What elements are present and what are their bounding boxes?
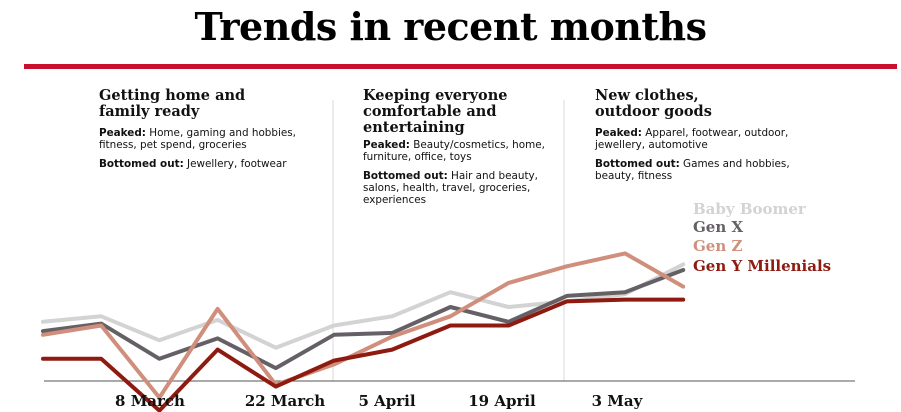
legend-label: Gen Y Millenials	[693, 257, 831, 275]
peaked-line: jewellery, automotive	[595, 139, 708, 151]
bottomed-text: Bottomed out: Games and hobbies, beauty,…	[595, 158, 805, 182]
annotation-heading: Keeping everyone comfortable and enterta…	[363, 88, 573, 136]
annotation-heading: New clothes, outdoor goods	[595, 88, 805, 120]
peaked-text: Peaked: Apparel, footwear, outdoor, jewe…	[595, 127, 805, 151]
series-line-gen-z	[41, 251, 686, 400]
x-tick-label: 22 March	[245, 392, 325, 410]
annotation-heading-line: Getting home and	[99, 87, 246, 104]
peaked-line: furniture, office, toys	[363, 151, 472, 163]
bottomed-label: Bottomed out:	[595, 158, 680, 170]
x-tick-label: 5 April	[358, 392, 415, 410]
bottomed-label: Bottomed out:	[99, 158, 184, 170]
peaked-text: Peaked: Beauty/cosmetics, home, furnitur…	[363, 139, 573, 163]
title-rule	[24, 64, 897, 69]
series-line-gen-x	[41, 268, 686, 371]
annotation-heading: Getting home and family ready	[99, 88, 319, 120]
peaked-line: Beauty/cosmetics, home,	[409, 139, 545, 151]
annotation-heading-line: entertaining	[363, 119, 465, 136]
bottomed-line: Hair and beauty,	[447, 170, 538, 182]
legend-label: Baby Boomer	[693, 200, 807, 218]
bottomed-line: experiences	[363, 194, 427, 206]
bottomed-line: salons, health, travel, groceries,	[363, 182, 531, 194]
annotation-heading-line: New clothes,	[595, 87, 699, 104]
x-axis-ticks: 8 March 22 March 5 April 19 April 3 May	[115, 392, 644, 410]
bottomed-label: Bottomed out:	[363, 170, 448, 182]
x-tick-label: 19 April	[468, 392, 536, 410]
bottomed-text: Bottomed out: Hair and beauty, salons, h…	[363, 170, 573, 206]
annotation-panel-2: Keeping everyone comfortable and enterta…	[363, 88, 573, 207]
x-tick-label: 3 May	[592, 392, 644, 410]
series-layer	[41, 251, 686, 412]
peaked-line: Apparel, footwear, outdoor,	[641, 127, 789, 139]
legend-label: Gen X	[693, 218, 743, 236]
peaked-line: fitness, pet spend, groceries	[99, 139, 247, 151]
annotation-panel-1: Getting home and family ready Peaked: Ho…	[99, 88, 319, 171]
peaked-label: Peaked:	[595, 127, 642, 139]
annotation-heading-line: comfortable and	[363, 103, 497, 120]
peaked-text: Peaked: Home, gaming and hobbies, fitnes…	[99, 127, 319, 151]
annotation-heading-line: Keeping everyone	[363, 87, 508, 104]
legend-label: Gen Z	[693, 237, 742, 255]
bottomed-line: Games and hobbies,	[679, 158, 790, 170]
peaked-line: Home, gaming and hobbies,	[145, 127, 296, 139]
bottomed-line: Jewellery, footwear	[183, 158, 287, 170]
annotation-heading-line: family ready	[99, 103, 200, 120]
peaked-label: Peaked:	[99, 127, 146, 139]
series-line-gen-y-millenials	[41, 297, 686, 412]
peaked-label: Peaked:	[363, 139, 410, 151]
x-tick-label: 8 March	[115, 392, 185, 410]
bottomed-text: Bottomed out: Jewellery, footwear	[99, 158, 319, 170]
annotation-panel-3: New clothes, outdoor goods Peaked: Appar…	[595, 88, 805, 183]
annotation-heading-line: outdoor goods	[595, 103, 712, 120]
chart-title: Trends in recent months	[194, 4, 707, 49]
bottomed-line: beauty, fitness	[595, 170, 673, 182]
